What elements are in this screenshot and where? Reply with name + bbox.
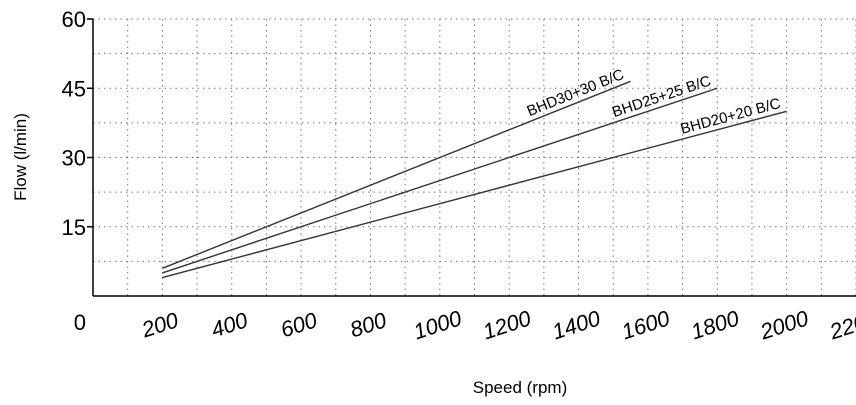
- x-tick-label: 2000: [756, 305, 812, 344]
- series-label-1: BHD30+30 B/C: [525, 66, 627, 120]
- y-tick-label: 60: [62, 7, 86, 32]
- x-tick-label: 600: [277, 307, 320, 342]
- grid: [93, 18, 856, 296]
- x-tick-label: 400: [208, 307, 251, 342]
- series-line-2: [162, 87, 718, 274]
- y-axis-label: Flow (l/min): [11, 113, 30, 201]
- x-tick-label: 800: [347, 307, 390, 342]
- x-axis-label: Speed (rpm): [473, 378, 567, 397]
- x-tick-label: 200: [138, 307, 182, 343]
- series-line-3: [162, 110, 787, 279]
- series-line-1: [162, 80, 631, 269]
- y-tick-label: 45: [62, 76, 86, 101]
- x-tick-label: 1000: [410, 305, 465, 344]
- y-tick-label: 0: [74, 310, 86, 335]
- y-tick-label: 30: [62, 146, 86, 171]
- tick-labels: 0 15 30 45 60 200 400 600 800 1000 1200 1400 1600 180…: [62, 7, 856, 345]
- x-tick-label: 1400: [549, 305, 604, 344]
- x-tick-label: 1600: [618, 305, 673, 344]
- x-tick-label: 2200: [826, 305, 856, 344]
- x-tick-label: 1200: [480, 305, 535, 344]
- y-tick-label: 15: [62, 215, 86, 240]
- x-tick-label: 1800: [688, 305, 743, 344]
